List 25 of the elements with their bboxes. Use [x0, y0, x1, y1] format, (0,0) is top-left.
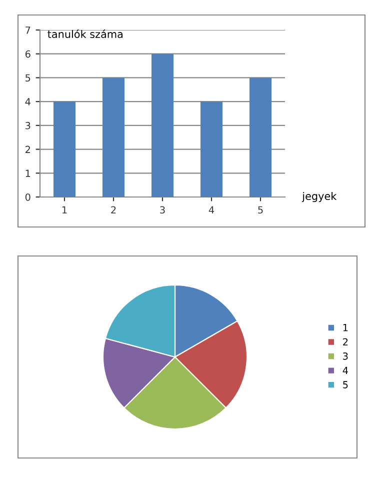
legend-label: 3 — [343, 352, 348, 360]
legend-label: 1 — [343, 324, 348, 332]
x-tick-label: 1 — [62, 206, 67, 214]
y-tick-label: 4 — [25, 98, 30, 106]
legend-label: 2 — [343, 338, 348, 346]
y-tick-label: 5 — [26, 74, 30, 82]
x-tick-label: 5 — [258, 206, 263, 214]
x-tick-label: 4 — [208, 206, 214, 214]
y-tick-label: 6 — [25, 50, 30, 58]
y-tick-label: 1 — [26, 170, 30, 177]
y-tick-label: 0 — [25, 193, 30, 201]
legend-label: 5 — [343, 381, 348, 388]
x-tick-label: 2 — [111, 206, 116, 214]
bar — [53, 102, 76, 197]
bar — [151, 54, 174, 197]
y-tick-label: 3 — [26, 122, 30, 130]
bar — [102, 78, 125, 197]
y-axis-title: tanulók száma — [48, 30, 122, 38]
bar — [249, 78, 272, 197]
y-tick-label: 2 — [26, 146, 30, 153]
y-tick-label: 7 — [26, 26, 30, 34]
x-axis-title: jegyek — [302, 192, 337, 202]
bar — [200, 102, 223, 197]
legend-label: 4 — [342, 366, 348, 374]
x-tick-label: 3 — [160, 206, 165, 214]
